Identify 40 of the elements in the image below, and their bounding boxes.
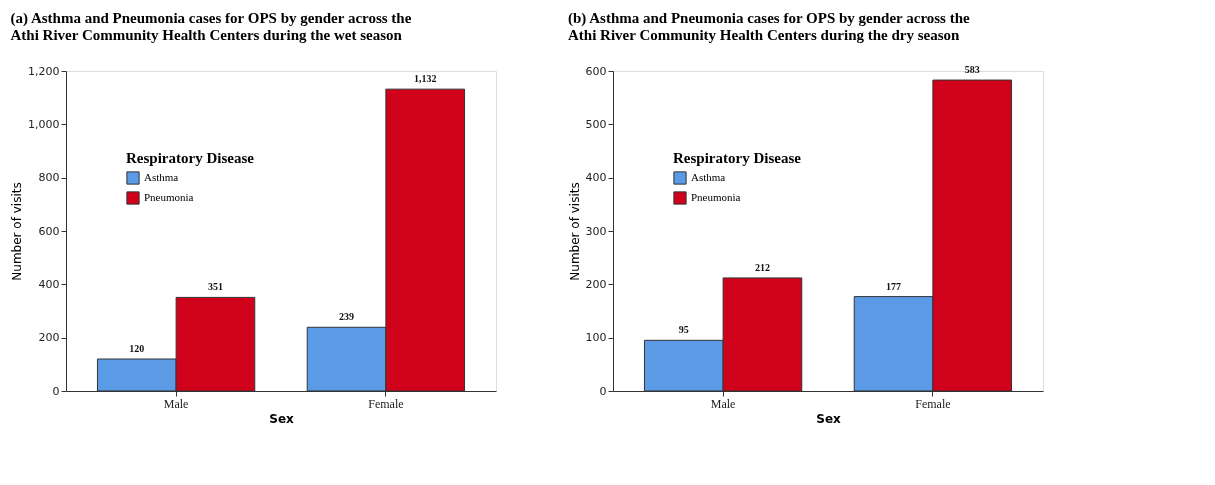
legend-label: Pneumonia: [691, 191, 741, 203]
x-axis-title: Sex: [816, 411, 842, 426]
y-axis-title: Number of visits: [567, 182, 582, 281]
data-label: 1,132: [413, 73, 437, 85]
x-tick-label: Male: [163, 396, 189, 411]
text: Athi River Community Health Centers during the wet season: [10, 27, 402, 43]
x-tick-label: Female: [368, 396, 404, 411]
y-tick-label: 600: [38, 224, 60, 238]
y-tick-label: 100: [585, 331, 607, 345]
x-axis-title: Sex: [269, 411, 295, 426]
data-label: 212: [754, 261, 770, 273]
y-tick-label: 300: [585, 224, 607, 238]
y-tick-label: 1,000: [28, 117, 60, 131]
legend-label: Asthma: [691, 171, 726, 183]
text: (b) Asthma and Pneumonia cases for OPS by gender across the: [568, 10, 970, 26]
text: Athi River Community Health Centers during the dry season: [568, 27, 960, 43]
legend-title: Respiratory Disease: [673, 150, 802, 166]
data-label: 351: [207, 281, 223, 293]
data-label: 239: [339, 311, 355, 323]
legend-label: Asthma: [144, 171, 179, 183]
y-tick-label: 500: [585, 117, 607, 131]
y-tick-label: 200: [38, 331, 60, 345]
y-tick-label: 200: [585, 277, 607, 291]
x-tick-label: Female: [915, 396, 951, 411]
y-tick-label: 600: [585, 64, 607, 78]
data-label: 583: [964, 64, 980, 76]
data-label: 95: [678, 324, 689, 336]
y-tick-label: 800: [38, 171, 60, 185]
y-tick-label: 0: [599, 384, 607, 398]
data-label: 120: [129, 343, 145, 354]
y-tick-label: 400: [585, 171, 607, 185]
y-tick-label: 0: [52, 384, 60, 398]
y-axis-title: Number of visits: [10, 182, 25, 281]
legend-label: Pneumonia: [144, 191, 194, 203]
x-tick-label: Male: [710, 396, 736, 411]
data-label: 177: [886, 280, 902, 292]
legend-title: Respiratory Disease: [126, 150, 255, 166]
y-tick-label: 400: [38, 277, 60, 291]
text: (a) Asthma and Pneumonia cases for OPS by gender across the: [10, 10, 412, 26]
y-tick-label: 1,200: [28, 64, 60, 78]
